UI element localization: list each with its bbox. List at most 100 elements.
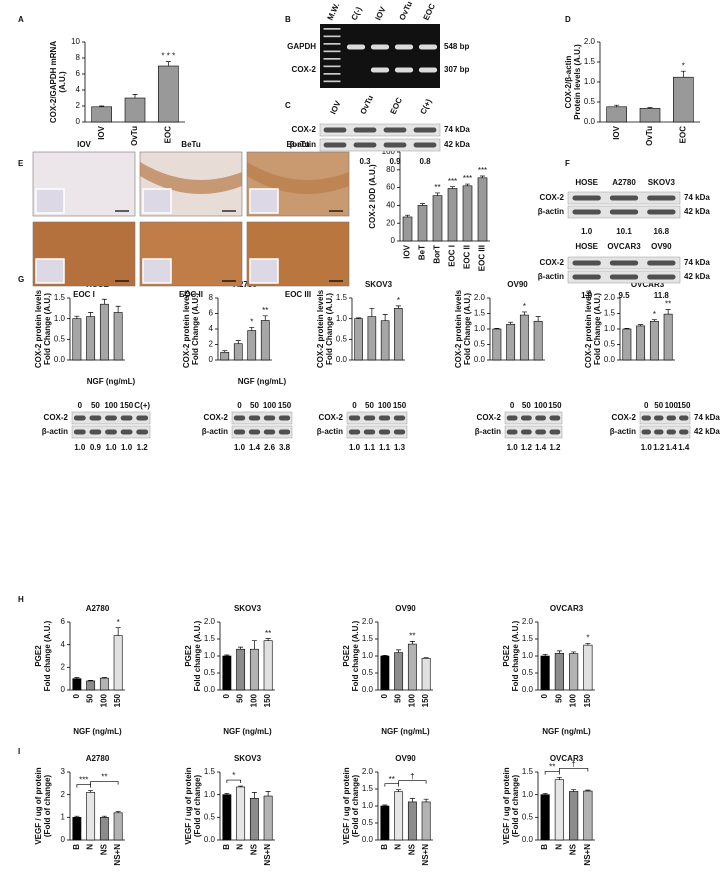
band-quant: 1.4 [249,443,261,452]
lane-label: 0 [352,401,357,410]
bar [506,324,516,361]
chart-title: OVCAR3 [550,604,584,613]
y-tick-label: 1.0 [584,77,596,86]
y-tick-label: 2 [61,662,66,671]
significance: * [232,771,235,780]
blot-band [378,415,391,421]
y-tick-label: 0.5 [522,812,534,821]
significance: * [682,61,685,70]
band-quant: 1.0 [105,443,117,452]
ladder-band [323,80,341,83]
y-tick-label: 1.5 [604,309,616,318]
blot-band [136,429,149,435]
y-tick-label: 0.0 [204,835,216,844]
x-tick-label: B [222,844,231,850]
lane-label: 100 [665,401,679,410]
y-tick-label: 1.0 [336,314,348,323]
blot-row-label: COX-2 [204,413,229,422]
blot-band [263,429,276,435]
y-tick-label: 3 [61,767,66,776]
histology-inset [35,258,65,284]
bar [606,106,627,123]
histology-inset [249,258,279,284]
blot-band [348,429,361,435]
lane-label: EOC [389,96,405,116]
blot-row-label: β-actin [475,427,501,436]
blot-strip [346,425,408,439]
bar [394,308,403,361]
blot-size-label: 74 kDa [444,125,470,134]
band-quant: 0.9 [389,157,401,166]
x-tick-label: BeT [418,245,427,260]
blot-row-label: COX-2 [540,193,565,202]
bar [247,330,257,361]
band-quant: 1.0 [507,443,519,452]
bar [380,320,390,361]
band-quant: 1.4 [678,443,690,452]
lane-label: 0 [510,401,515,410]
y-tick-label: 1.5 [474,309,486,318]
bar [380,655,390,691]
x-tick-label: NS+N [263,844,272,866]
error-bar [115,305,121,313]
bar [124,97,146,123]
error-bar [638,324,644,326]
band-quant: 9.5 [618,291,630,300]
bar [158,65,179,123]
blot-band [248,415,261,421]
chart-title: SKOV3 [365,280,393,289]
bar [519,314,529,361]
blot-band [413,142,437,148]
blot-band [572,209,601,215]
bar [477,177,488,242]
y-tick-label: 2.0 [474,293,486,302]
y-axis-label: Fold Change (A.U.) [463,293,472,365]
chart-title: SKOV3 [234,754,262,763]
chart-title: OVCAR3 [550,754,584,763]
bracket [226,779,241,784]
blot-band [609,274,639,280]
blot-band [506,415,518,421]
lane-label: 50 [654,401,663,410]
blot-band [647,209,676,215]
chart-title: OV90 [395,754,416,763]
blot-size-label: 307 bp [444,65,469,74]
histology-label: EOC III [285,290,311,299]
bar [447,188,458,242]
y-tick-label: 4 [76,85,81,94]
bar [492,328,502,361]
significance: ** [101,773,107,782]
band-quant: 1.0 [349,443,361,452]
bracket [398,780,427,784]
error-bar [435,192,440,196]
bar [554,652,564,691]
x-tick-label: 0 [222,693,231,698]
y-tick-label: 1.5 [362,634,374,643]
significance: *** [79,776,88,785]
error-bar [450,186,455,189]
bar [394,652,404,691]
error-bar [382,314,388,321]
band-quant: 0.9 [90,443,102,452]
blot-band [263,415,276,421]
error-bar [420,203,425,206]
blot-header: NGF (ng/mL) [238,377,287,386]
blot-band [346,44,366,50]
y-tick-label: 6 [209,309,214,318]
chart-title: SKOV3 [234,604,262,613]
lane-label: OVCAR3 [607,242,641,251]
blot-band [572,274,601,280]
lane-label: IOV [374,5,388,22]
bracket [384,783,399,787]
bracket [90,781,119,785]
error-bar [542,653,548,656]
y-tick-label: 1.0 [362,651,374,660]
error-bar [409,798,415,802]
y-tick-label: 0.5 [584,97,596,106]
error-bar [382,804,388,806]
bar [263,795,273,841]
bar [583,644,593,691]
y-axis-label: Fold Change (A.U.) [593,293,602,365]
y-tick-label: 2 [76,101,81,110]
blot-strip [231,425,293,439]
